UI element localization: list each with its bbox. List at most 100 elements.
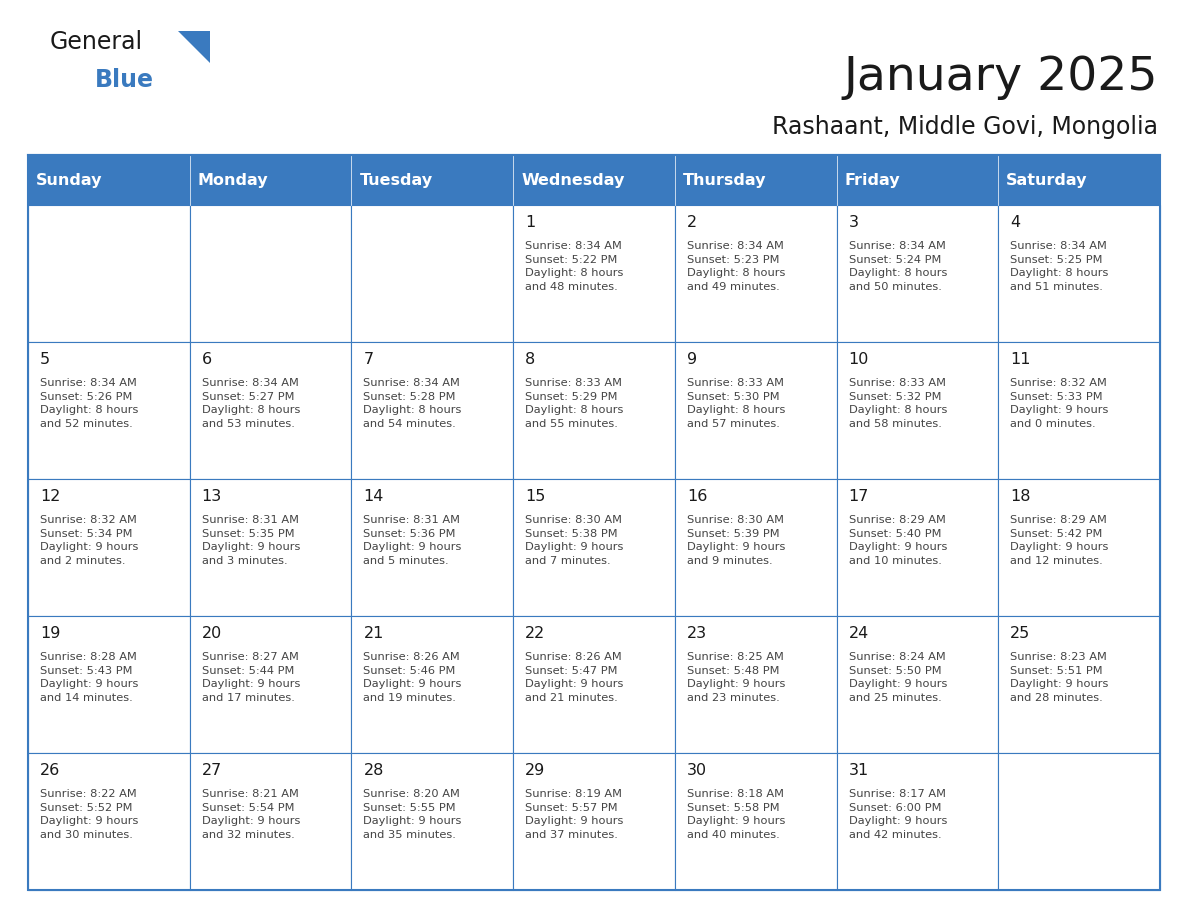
Text: Friday: Friday (845, 173, 901, 187)
Text: 25: 25 (1010, 626, 1030, 641)
Bar (998, 205, 1159, 342)
Bar (513, 342, 675, 479)
Text: Sunrise: 8:23 AM
Sunset: 5:51 PM
Daylight: 9 hours
and 28 minutes.: Sunrise: 8:23 AM Sunset: 5:51 PM Dayligh… (1010, 652, 1108, 703)
Text: Thursday: Thursday (683, 173, 766, 187)
Text: 5: 5 (40, 352, 50, 367)
Text: Sunrise: 8:34 AM
Sunset: 5:27 PM
Daylight: 8 hours
and 53 minutes.: Sunrise: 8:34 AM Sunset: 5:27 PM Dayligh… (202, 378, 301, 429)
Text: 7: 7 (364, 352, 373, 367)
Bar (352, 155, 513, 205)
Text: Sunrise: 8:28 AM
Sunset: 5:43 PM
Daylight: 9 hours
and 14 minutes.: Sunrise: 8:28 AM Sunset: 5:43 PM Dayligh… (40, 652, 138, 703)
Text: Sunrise: 8:34 AM
Sunset: 5:26 PM
Daylight: 8 hours
and 52 minutes.: Sunrise: 8:34 AM Sunset: 5:26 PM Dayligh… (40, 378, 138, 429)
Text: 21: 21 (364, 626, 384, 641)
Text: Sunrise: 8:17 AM
Sunset: 6:00 PM
Daylight: 9 hours
and 42 minutes.: Sunrise: 8:17 AM Sunset: 6:00 PM Dayligh… (848, 789, 947, 840)
Bar (29, 616, 190, 753)
Bar (998, 155, 1159, 205)
Text: 12: 12 (40, 489, 61, 504)
Text: 18: 18 (1010, 489, 1031, 504)
Text: 11: 11 (1010, 352, 1031, 367)
Text: Sunrise: 8:19 AM
Sunset: 5:57 PM
Daylight: 9 hours
and 37 minutes.: Sunrise: 8:19 AM Sunset: 5:57 PM Dayligh… (525, 789, 624, 840)
Bar (675, 753, 836, 890)
Text: Sunrise: 8:25 AM
Sunset: 5:48 PM
Daylight: 9 hours
and 23 minutes.: Sunrise: 8:25 AM Sunset: 5:48 PM Dayligh… (687, 652, 785, 703)
Bar (998, 342, 1159, 479)
Text: 8: 8 (525, 352, 536, 367)
Text: 30: 30 (687, 763, 707, 778)
Text: Sunrise: 8:18 AM
Sunset: 5:58 PM
Daylight: 9 hours
and 40 minutes.: Sunrise: 8:18 AM Sunset: 5:58 PM Dayligh… (687, 789, 785, 840)
Text: Sunrise: 8:34 AM
Sunset: 5:28 PM
Daylight: 8 hours
and 54 minutes.: Sunrise: 8:34 AM Sunset: 5:28 PM Dayligh… (364, 378, 462, 429)
Bar (352, 616, 513, 753)
Bar (190, 616, 352, 753)
Bar (190, 342, 352, 479)
Text: Sunrise: 8:33 AM
Sunset: 5:32 PM
Daylight: 8 hours
and 58 minutes.: Sunrise: 8:33 AM Sunset: 5:32 PM Dayligh… (848, 378, 947, 429)
Bar (675, 155, 836, 205)
Bar (29, 155, 1159, 890)
Bar (675, 616, 836, 753)
Text: 10: 10 (848, 352, 868, 367)
Text: Sunrise: 8:34 AM
Sunset: 5:23 PM
Daylight: 8 hours
and 49 minutes.: Sunrise: 8:34 AM Sunset: 5:23 PM Dayligh… (687, 241, 785, 292)
Text: 14: 14 (364, 489, 384, 504)
Text: Sunrise: 8:27 AM
Sunset: 5:44 PM
Daylight: 9 hours
and 17 minutes.: Sunrise: 8:27 AM Sunset: 5:44 PM Dayligh… (202, 652, 301, 703)
Text: Sunrise: 8:32 AM
Sunset: 5:33 PM
Daylight: 9 hours
and 0 minutes.: Sunrise: 8:32 AM Sunset: 5:33 PM Dayligh… (1010, 378, 1108, 429)
Text: Sunrise: 8:32 AM
Sunset: 5:34 PM
Daylight: 9 hours
and 2 minutes.: Sunrise: 8:32 AM Sunset: 5:34 PM Dayligh… (40, 515, 138, 565)
Text: 29: 29 (525, 763, 545, 778)
Text: Wednesday: Wednesday (522, 173, 625, 187)
Text: Sunrise: 8:29 AM
Sunset: 5:42 PM
Daylight: 9 hours
and 12 minutes.: Sunrise: 8:29 AM Sunset: 5:42 PM Dayligh… (1010, 515, 1108, 565)
Text: 4: 4 (1010, 215, 1020, 230)
Bar (675, 205, 836, 342)
Text: 27: 27 (202, 763, 222, 778)
Bar (29, 155, 190, 205)
Text: Sunrise: 8:26 AM
Sunset: 5:46 PM
Daylight: 9 hours
and 19 minutes.: Sunrise: 8:26 AM Sunset: 5:46 PM Dayligh… (364, 652, 462, 703)
Text: 9: 9 (687, 352, 697, 367)
Bar (190, 753, 352, 890)
Bar (836, 479, 998, 616)
Bar (513, 205, 675, 342)
Bar (836, 616, 998, 753)
Text: Saturday: Saturday (1006, 173, 1088, 187)
Bar (513, 616, 675, 753)
Text: 24: 24 (848, 626, 868, 641)
Text: Sunrise: 8:34 AM
Sunset: 5:24 PM
Daylight: 8 hours
and 50 minutes.: Sunrise: 8:34 AM Sunset: 5:24 PM Dayligh… (848, 241, 947, 292)
Bar (836, 155, 998, 205)
Text: Blue: Blue (95, 68, 154, 92)
Text: 1: 1 (525, 215, 536, 230)
Bar (190, 205, 352, 342)
Text: Sunrise: 8:31 AM
Sunset: 5:36 PM
Daylight: 9 hours
and 5 minutes.: Sunrise: 8:31 AM Sunset: 5:36 PM Dayligh… (364, 515, 462, 565)
Text: 17: 17 (848, 489, 868, 504)
Text: 19: 19 (40, 626, 61, 641)
Text: Sunrise: 8:31 AM
Sunset: 5:35 PM
Daylight: 9 hours
and 3 minutes.: Sunrise: 8:31 AM Sunset: 5:35 PM Dayligh… (202, 515, 301, 565)
Bar (513, 479, 675, 616)
Bar (998, 479, 1159, 616)
Text: 16: 16 (687, 489, 707, 504)
Bar (352, 479, 513, 616)
Text: Tuesday: Tuesday (360, 173, 432, 187)
Text: Sunrise: 8:22 AM
Sunset: 5:52 PM
Daylight: 9 hours
and 30 minutes.: Sunrise: 8:22 AM Sunset: 5:52 PM Dayligh… (40, 789, 138, 840)
Bar (836, 342, 998, 479)
Bar (513, 155, 675, 205)
Bar (675, 342, 836, 479)
Text: 6: 6 (202, 352, 211, 367)
Text: Sunrise: 8:30 AM
Sunset: 5:39 PM
Daylight: 9 hours
and 9 minutes.: Sunrise: 8:30 AM Sunset: 5:39 PM Dayligh… (687, 515, 785, 565)
Bar (352, 342, 513, 479)
Bar (29, 753, 190, 890)
Bar (352, 753, 513, 890)
Text: Sunrise: 8:26 AM
Sunset: 5:47 PM
Daylight: 9 hours
and 21 minutes.: Sunrise: 8:26 AM Sunset: 5:47 PM Dayligh… (525, 652, 624, 703)
Text: Sunday: Sunday (36, 173, 102, 187)
Text: Sunrise: 8:29 AM
Sunset: 5:40 PM
Daylight: 9 hours
and 10 minutes.: Sunrise: 8:29 AM Sunset: 5:40 PM Dayligh… (848, 515, 947, 565)
Text: 22: 22 (525, 626, 545, 641)
Text: Rashaant, Middle Govi, Mongolia: Rashaant, Middle Govi, Mongolia (772, 115, 1158, 139)
Text: Sunrise: 8:34 AM
Sunset: 5:22 PM
Daylight: 8 hours
and 48 minutes.: Sunrise: 8:34 AM Sunset: 5:22 PM Dayligh… (525, 241, 624, 292)
Text: 3: 3 (848, 215, 859, 230)
Bar (352, 205, 513, 342)
Bar (29, 205, 190, 342)
Text: Sunrise: 8:21 AM
Sunset: 5:54 PM
Daylight: 9 hours
and 32 minutes.: Sunrise: 8:21 AM Sunset: 5:54 PM Dayligh… (202, 789, 301, 840)
Text: Sunrise: 8:33 AM
Sunset: 5:30 PM
Daylight: 8 hours
and 57 minutes.: Sunrise: 8:33 AM Sunset: 5:30 PM Dayligh… (687, 378, 785, 429)
Text: Sunrise: 8:24 AM
Sunset: 5:50 PM
Daylight: 9 hours
and 25 minutes.: Sunrise: 8:24 AM Sunset: 5:50 PM Dayligh… (848, 652, 947, 703)
Bar (29, 479, 190, 616)
Bar (836, 205, 998, 342)
Bar (190, 155, 352, 205)
Bar (513, 753, 675, 890)
Text: 15: 15 (525, 489, 545, 504)
Text: 31: 31 (848, 763, 868, 778)
Bar (190, 479, 352, 616)
Bar (29, 342, 190, 479)
Text: Monday: Monday (197, 173, 268, 187)
